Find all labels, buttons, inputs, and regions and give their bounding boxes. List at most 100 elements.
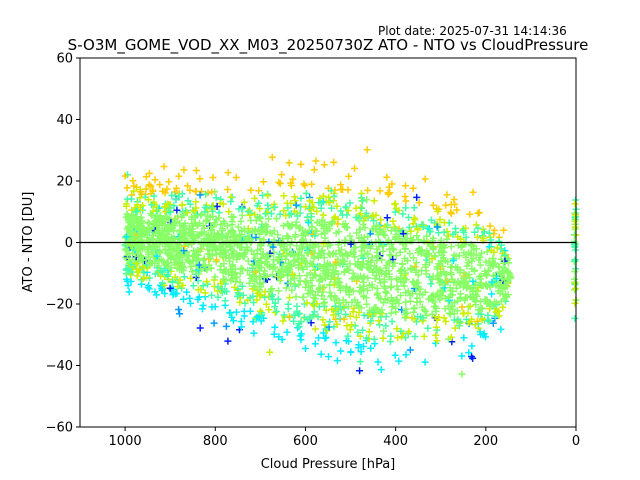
scatter-point	[291, 197, 299, 205]
scatter-point	[223, 288, 231, 295]
scatter-point	[137, 251, 145, 259]
scatter-point	[393, 282, 401, 290]
scatter-point	[313, 300, 321, 308]
scatter-point	[402, 334, 409, 342]
scatter-point	[486, 262, 494, 270]
scatter-point	[176, 276, 184, 284]
scatter-point	[351, 296, 359, 304]
scatter-point	[343, 322, 351, 330]
scatter-point	[225, 242, 233, 250]
scatter-point	[436, 216, 444, 224]
scatter-point	[289, 175, 297, 183]
scatter-point	[432, 331, 440, 339]
scatter-point	[178, 213, 186, 221]
scatter-point	[382, 313, 390, 320]
scatter-point	[376, 187, 384, 195]
scatter-point	[199, 282, 207, 290]
scatter-point	[280, 192, 288, 200]
scatter-point	[129, 177, 137, 185]
scatter-point	[150, 192, 158, 200]
scatter-point	[482, 258, 490, 266]
scatter-point	[247, 217, 255, 224]
scatter-point	[148, 212, 156, 219]
scatter-point	[175, 172, 183, 180]
scatter-point	[373, 264, 381, 272]
scatter-point	[187, 274, 195, 282]
scatter-point	[507, 274, 515, 282]
scatter-point	[221, 297, 229, 305]
scatter-point	[262, 229, 270, 237]
scatter-point	[429, 201, 437, 209]
scatter-point	[344, 303, 352, 310]
scatter-point	[291, 233, 299, 241]
scatter-point	[401, 193, 409, 200]
scatter-point	[444, 258, 452, 266]
scatter-point	[413, 232, 421, 240]
scatter-point	[270, 330, 278, 338]
scatter-point	[123, 195, 131, 203]
scatter-point	[442, 201, 450, 209]
scatter-point	[251, 254, 259, 262]
scatter-point	[175, 279, 183, 287]
scatter-point	[184, 182, 192, 190]
scatter-point	[422, 270, 430, 278]
scatter-point	[304, 249, 312, 257]
scatter-point	[360, 292, 368, 300]
scatter-point	[213, 256, 221, 264]
scatter-point	[421, 288, 429, 296]
y-tick-label: 20	[56, 175, 73, 190]
scatter-point	[184, 197, 192, 205]
scatter-point	[382, 322, 390, 330]
scatter-point	[451, 324, 459, 332]
scatter-point	[356, 283, 364, 291]
scatter-point	[406, 250, 414, 257]
scatter-point	[154, 206, 162, 214]
scatter-point	[273, 308, 281, 315]
scatter-point	[419, 223, 427, 231]
scatter-point	[289, 270, 297, 278]
scatter-point	[208, 226, 216, 234]
scatter-point	[246, 211, 254, 219]
scatter-point	[304, 283, 312, 291]
scatter-point	[376, 266, 384, 274]
scatter-point	[313, 207, 321, 215]
scatter-point	[387, 332, 395, 340]
scatter-point	[462, 253, 470, 261]
scatter-point	[308, 180, 316, 188]
scatter-point	[331, 292, 339, 300]
scatter-point	[493, 275, 500, 283]
scatter-point	[471, 267, 478, 275]
scatter-point	[469, 188, 477, 196]
y-tick-label: −60	[46, 421, 73, 436]
scatter-point	[230, 240, 238, 248]
scatter-point	[407, 237, 415, 245]
scatter-point	[464, 259, 472, 266]
scatter-point	[268, 229, 276, 237]
scatter-point	[454, 277, 462, 285]
scatter-point	[360, 273, 368, 281]
scatter-point	[280, 311, 288, 319]
scatter-point	[423, 232, 431, 240]
scatter-point	[163, 259, 171, 267]
scatter-point	[145, 169, 153, 177]
scatter-point	[123, 233, 130, 241]
scatter-point	[383, 173, 391, 181]
scatter-point	[497, 325, 505, 333]
scatter-point	[397, 274, 405, 282]
scatter-point	[217, 221, 225, 229]
scatter-point	[392, 296, 400, 303]
scatter-point	[174, 283, 182, 291]
scatter-point	[351, 322, 359, 330]
scatter-point	[196, 324, 204, 332]
scatter-point	[226, 243, 234, 251]
scatter-point	[319, 211, 327, 219]
chart-title: S-O3M_GOME_VOD_XX_M03_20250730Z ATO - NT…	[68, 36, 589, 55]
scatter-point	[571, 257, 579, 265]
scatter-point	[345, 172, 353, 180]
scatter-point	[468, 242, 475, 250]
scatter-point	[285, 159, 293, 167]
scatter-point	[240, 307, 248, 315]
scatter-point	[480, 228, 488, 236]
scatter-point	[447, 210, 455, 218]
